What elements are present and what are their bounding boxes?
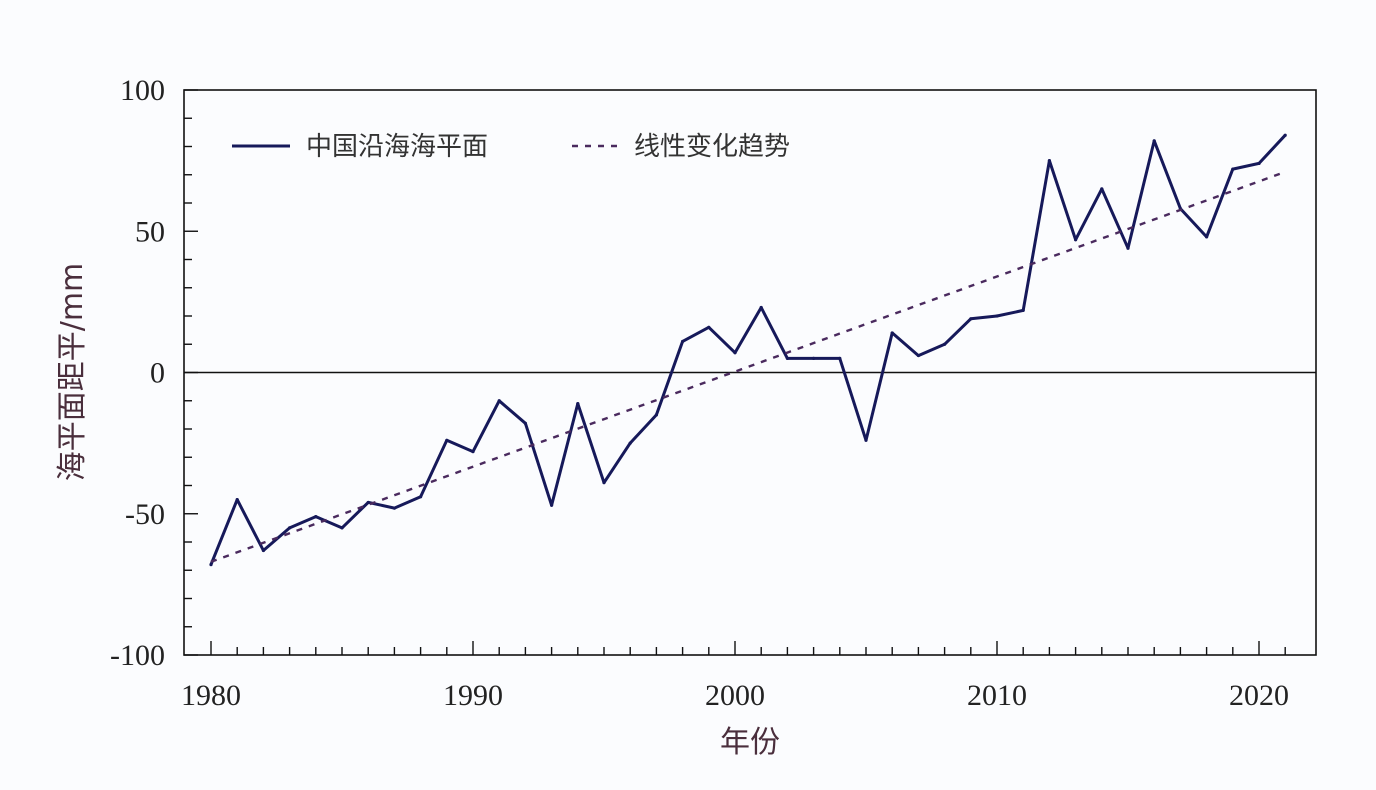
data-point [943,342,947,346]
x-tick-label: 1980 [181,679,241,712]
data-point [628,441,632,445]
y-axis-label: 海平面距平/mm [55,263,90,482]
data-point [471,450,475,454]
data-point [890,331,894,335]
data-point [209,563,213,567]
data-point [1074,238,1078,242]
data-point [1100,187,1104,191]
data-point [864,438,868,442]
series-line-linear-trend [210,170,1286,563]
data-point [785,356,790,360]
data-point [497,399,501,403]
data-point [1231,167,1235,171]
data-point [707,325,711,329]
legend: 中国沿海海平面 线性变化趋势 [232,132,790,162]
x-tick-label: 1990 [443,679,503,712]
data-point [733,351,737,355]
x-tick-label: 2000 [705,679,765,712]
data-point [1126,246,1130,250]
data-point [576,401,580,406]
data-point [654,413,659,417]
data-point [838,356,842,360]
data-point [1257,161,1261,166]
data-point [445,438,449,442]
x-tick-label: 2020 [1229,679,1289,712]
x-tick-label: 2010 [967,679,1027,712]
data-point [340,526,344,530]
series-line-sea-level [209,134,1287,566]
data-point [969,317,973,321]
data-point [261,548,265,553]
legend-label-sea-level: 中国沿海海平面 [306,132,488,162]
data-point [602,481,606,485]
data-point [759,305,763,310]
y-tick-label: 50 [135,215,165,248]
x-axis-label: 年份 [720,725,780,760]
y-tick-label: 0 [150,357,165,390]
y-tick-label: -50 [125,498,165,531]
data-point [550,503,554,507]
data-point [366,500,370,505]
data-point [288,526,292,530]
data-point [1152,139,1156,143]
data-point [916,353,921,358]
data-point [1283,133,1287,137]
data-point [235,498,239,502]
data-point [1047,159,1051,163]
data-point [314,514,318,519]
data-point [1021,308,1025,312]
y-tick-label: 100 [120,74,165,107]
data-point [392,506,396,510]
y-tick-label: -100 [110,639,165,672]
data-point [995,314,999,318]
data-point [419,495,423,499]
legend-label-linear-trend: 线性变化趋势 [634,132,790,162]
data-point [1205,235,1209,239]
data-point [681,339,685,344]
data-point [523,421,528,425]
data-point [812,356,816,360]
